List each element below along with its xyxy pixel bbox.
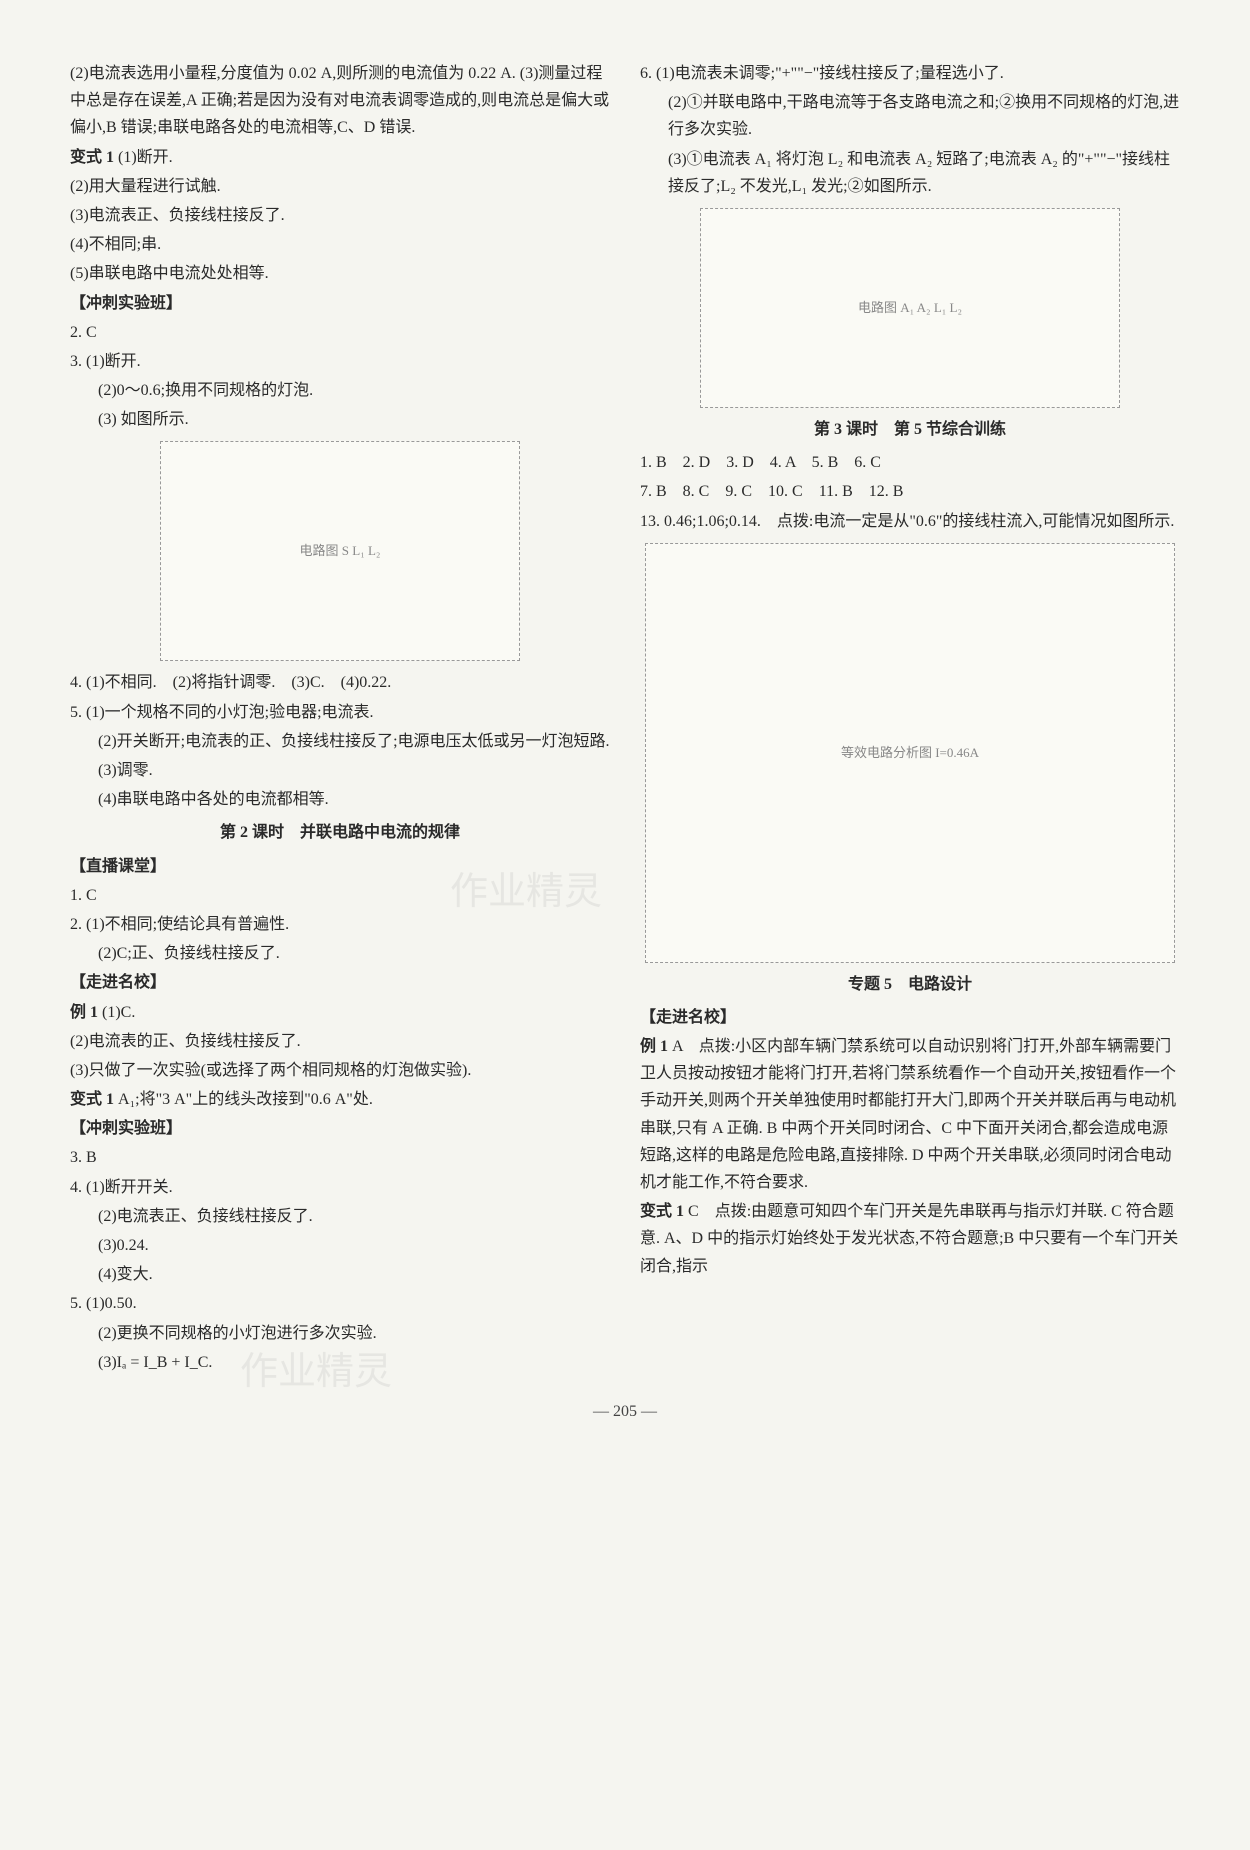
right-variant-1: 变式 1 C 点拨:由题意可知四个车门开关是先串联再与指示灯并联. C 符合题意… [640,1198,1180,1280]
left-p28: 5. (1)0.50. [70,1290,610,1317]
heading-elite-school-2: 【走进名校】 [640,1004,1180,1031]
left-p7: 2. C [70,319,610,346]
variant-label: 变式 1 [70,149,114,166]
lesson-2-title: 第 2 课时 并联电路中电流的规律 [70,819,610,846]
left-p18: (2)C;正、负接线柱接反了. [70,940,610,967]
lesson-3-title: 第 3 课时 第 5 节综合训练 [640,416,1180,443]
left-variant-1: 变式 1 (1)断开. [70,144,610,171]
answers-line-1: 1. B 2. D 3. D 4. A 5. B 6. C [640,449,1180,476]
circuit-figure-1: 电路图 S L₁ L₂ [160,441,520,661]
left-p30: (3)Iₐ = I_B + I_C. [70,1349,610,1376]
heading-live-class: 【直播课堂】 [70,853,610,880]
left-p14: (3)调零. [70,757,610,784]
example-1-label: 例 1 [70,1004,98,1021]
left-p23: 3. B [70,1144,610,1171]
left-p26: (3)0.24. [70,1232,610,1259]
equivalent-circuit-figure: 等效电路分析图 I=0.46A [645,543,1175,963]
left-p8: 3. (1)断开. [70,348,610,375]
variant-2-text: A₁;将"3 A"上的线头改接到"0.6 A"处. [118,1091,373,1108]
page-number: — 205 — [70,1398,1180,1425]
right-p2: (2)①并联电路中,干路电流等于各支路电流之和;②换用不同规格的灯泡,进行多次实… [640,89,1180,143]
fig3-label: 等效电路分析图 I=0.46A [841,742,979,764]
column-left: (2)电流表选用小量程,分度值为 0.02 A,则所测的电流值为 0.22 A.… [70,60,610,1378]
circuit-figure-2: 电路图 A₁ A₂ L₁ L₂ [700,208,1120,408]
left-p24: 4. (1)断开开关. [70,1174,610,1201]
left-p15: (4)串联电路中各处的电流都相等. [70,786,610,813]
left-p17: 2. (1)不相同;使结论具有普遍性. [70,911,610,938]
left-p5: (4)不相同;串. [70,231,610,258]
right-example-1-text: A 点拨:小区内部车辆门禁系统可以自动识别将门打开,外部车辆需要门卫人员按动按钮… [640,1038,1176,1191]
left-para-1: (2)电流表选用小量程,分度值为 0.02 A,则所测的电流值为 0.22 A.… [70,60,610,142]
left-p12: 5. (1)一个规格不同的小灯泡;验电器;电流表. [70,699,610,726]
left-p21: (3)只做了一次实验(或选择了两个相同规格的灯泡做实验). [70,1057,610,1084]
left-p20: (2)电流表的正、负接线柱接反了. [70,1028,610,1055]
left-p10: (3) 如图所示. [70,406,610,433]
fig1-label: 电路图 S L₁ L₂ [300,540,381,562]
column-right: 6. (1)电流表未调零;"+""−"接线柱接反了;量程选小了. (2)①并联电… [640,60,1180,1378]
variant-2: 变式 1 A₁;将"3 A"上的线头改接到"0.6 A"处. [70,1086,610,1113]
right-p3: (3)①电流表 A₁ 将灯泡 L₂ 和电流表 A₂ 短路了;电流表 A₂ 的"+… [640,146,1180,200]
left-p25: (2)电流表正、负接线柱接反了. [70,1203,610,1230]
fig2-label: 电路图 A₁ A₂ L₁ L₂ [858,297,962,319]
heading-elite-school-1: 【走进名校】 [70,969,610,996]
left-p3: (2)用大量程进行试触. [70,173,610,200]
page-container: 作业精灵 作业精灵 (2)电流表选用小量程,分度值为 0.02 A,则所测的电流… [70,60,1180,1378]
heading-experiment-1: 【冲刺实验班】 [70,290,610,317]
variant-2-label: 变式 1 [70,1091,114,1108]
right-variant-1-text: C 点拨:由题意可知四个车门开关是先串联再与指示灯并联. C 符合题意. A、D… [640,1203,1178,1274]
example-1-text: (1)C. [102,1004,135,1021]
left-p9: (2)0～0.6;换用不同规格的灯泡. [70,377,610,404]
right-variant-1-label: 变式 1 [640,1203,684,1220]
answers-line-2: 7. B 8. C 9. C 10. C 11. B 12. B [640,478,1180,505]
topic-5-title: 专题 5 电路设计 [640,971,1180,998]
left-p27: (4)变大. [70,1261,610,1288]
example-1: 例 1 (1)C. [70,999,610,1026]
left-p29: (2)更换不同规格的小灯泡进行多次实验. [70,1320,610,1347]
left-p16: 1. C [70,882,610,909]
left-p11: 4. (1)不相同. (2)将指针调零. (3)C. (4)0.22. [70,669,610,696]
right-p1: 6. (1)电流表未调零;"+""−"接线柱接反了;量程选小了. [640,60,1180,87]
variant-text: (1)断开. [118,149,173,166]
left-p6: (5)串联电路中电流处处相等. [70,260,610,287]
right-example-1-label: 例 1 [640,1038,668,1055]
right-example-1: 例 1 A 点拨:小区内部车辆门禁系统可以自动识别将门打开,外部车辆需要门卫人员… [640,1033,1180,1196]
left-p4: (3)电流表正、负接线柱接反了. [70,202,610,229]
left-p13: (2)开关断开;电流表的正、负接线柱接反了;电源电压太低或另一灯泡短路. [70,728,610,755]
heading-experiment-2: 【冲刺实验班】 [70,1115,610,1142]
right-p6: 13. 0.46;1.06;0.14. 点拨:电流一定是从"0.6"的接线柱流入… [640,508,1180,535]
